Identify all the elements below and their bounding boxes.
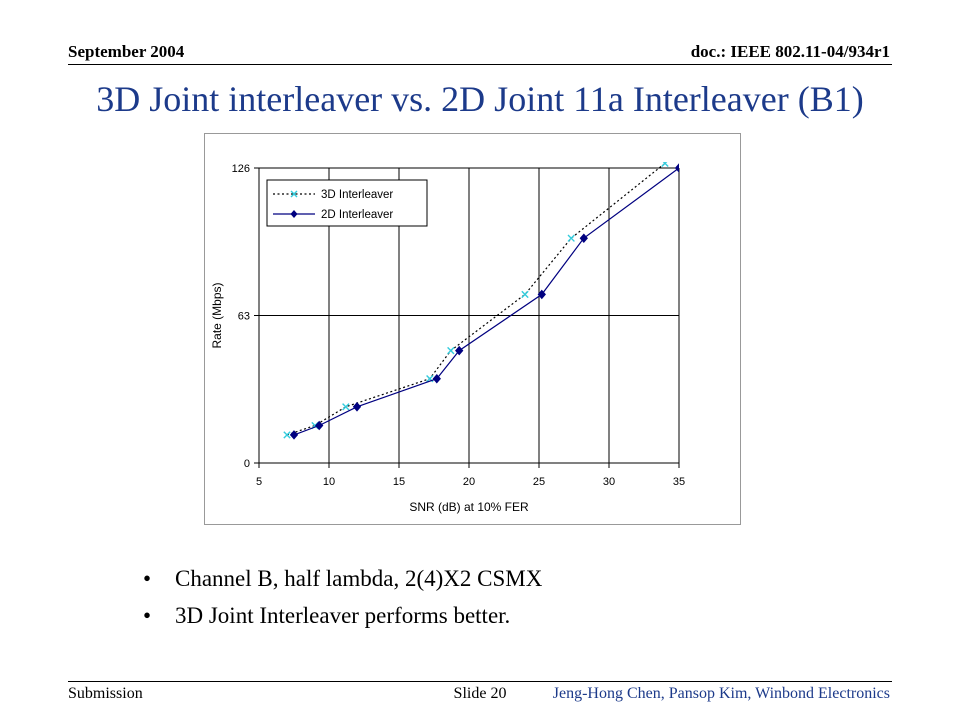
bullet-list: • Channel B, half lambda, 2(4)X2 CSMX • 3D… [143,565,542,639]
slide-title: 3D Joint interleaver vs. 2D Joint 11a In… [96,79,864,119]
data-point [579,233,588,243]
data-point-stroke [283,431,291,439]
bullet-text: 3D Joint Interleaver performs better. [175,603,511,628]
x-tick-label: 35 [673,476,685,488]
footer-authors: Jeng-Hong Chen, Pansop Kim, Winbond Elec… [552,685,890,702]
series-line [286,162,666,436]
data-point [537,289,546,300]
data-point [567,234,575,242]
y-tick-label: 0 [244,458,250,470]
y-axis-title: Rate (Mbps) [210,282,224,348]
bullet-item: • 3D Joint Interleaver performs better. [143,602,542,629]
legend: 3D Interleaver 2D Interleaver [266,179,428,227]
header-doc-id: doc.: IEEE 802.11-04/934r1 [690,42,890,61]
y-tick-label: 63 [238,311,250,323]
header-date: September 2004 [68,42,185,61]
legend-marker [290,190,298,198]
data-point-stroke [447,346,455,355]
x-tick-label: 5 [256,476,262,488]
plot-area [283,162,679,440]
legend-label: 3D Interleaver [321,189,393,201]
data-point-stroke [567,234,575,242]
footer-slide-number: Slide 20 [453,685,507,702]
data-point-stroke [342,403,350,411]
y-tick-label: 126 [232,163,250,175]
data-point-stroke [661,162,668,168]
data-point [283,431,291,439]
x-tick-label: 15 [393,476,405,488]
bullet-text: Channel B, half lambda, 2(4)X2 CSMX [175,566,543,591]
data-point [342,403,350,411]
series-line [293,167,679,436]
bullet-dot: • [143,603,152,628]
data-point [432,373,441,384]
data-point-stroke [426,375,434,383]
legend-marker [290,210,298,218]
footer-rule [68,681,892,682]
x-tick-label: 30 [603,476,615,488]
legend-box [266,179,428,227]
data-point [521,290,529,299]
footer-submission: Submission [68,685,143,702]
data-point [455,345,464,356]
bullet-item: • Channel B, half lambda, 2(4)X2 CSMX [143,565,542,592]
header-rule [68,64,892,65]
x-tick-label: 10 [323,476,335,488]
data-point [289,430,299,440]
data-point-stroke [521,290,529,299]
data-point [352,402,362,412]
data-point [315,420,324,431]
data-point [674,163,679,173]
bullet-dot: • [143,566,152,591]
rate-vs-snr-chart: 5 10 15 20 25 30 35 0 63 126 SNR (dB) at 10% FER Ra… [210,162,685,514]
data-point [447,346,455,355]
chart-panel: 5 10 15 20 25 30 35 0 63 126 SNR (dB) at 10% FER Ra… [204,133,741,525]
x-tick-label: 20 [463,476,475,488]
x-tick-label: 25 [533,476,545,488]
legend-label: 2D Interleaver [321,209,393,221]
data-point [661,162,669,168]
x-axis-title: SNR (dB) at 10% FER [409,500,529,514]
